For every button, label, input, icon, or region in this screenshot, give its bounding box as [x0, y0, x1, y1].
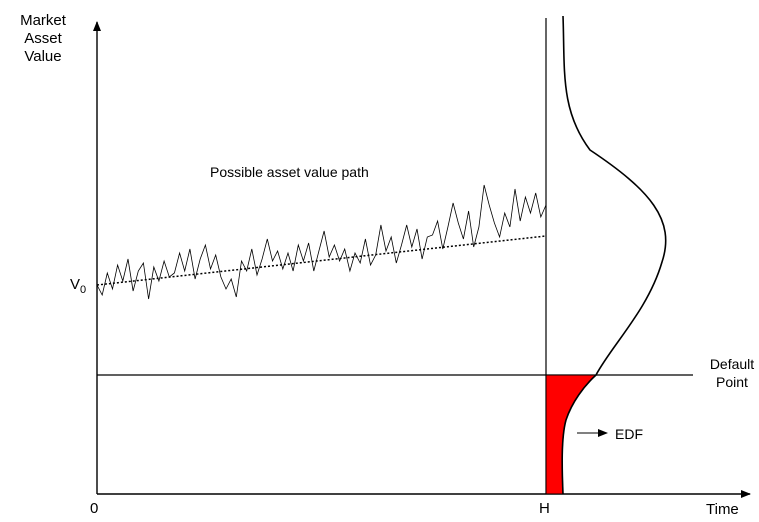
v0-subscript: 0	[80, 284, 87, 296]
v0-label: V0	[70, 276, 86, 299]
v0-letter: V	[70, 276, 81, 293]
distribution-curve	[561, 15, 667, 495]
asset-value-path	[96, 184, 547, 300]
y-axis-label-line2: Asset	[24, 30, 62, 47]
default-point-label: Default Point	[700, 355, 759, 391]
y-axis-label-line1: Market	[20, 12, 66, 29]
origin-label: 0	[90, 500, 99, 517]
horizon-label: H	[539, 500, 550, 517]
x-axis-label: Time	[706, 501, 739, 518]
edf-tail-area	[545, 374, 598, 495]
y-axis-label-line3: Value	[24, 48, 62, 65]
default-point-line1: Default	[709, 356, 755, 372]
y-axis-label: Market Asset Value	[12, 12, 74, 66]
edf-label: EDF	[615, 426, 643, 442]
default-point-line2: Point	[716, 374, 748, 390]
expected-value-line	[96, 235, 547, 286]
asset-path-label: Possible asset value path	[210, 164, 369, 180]
